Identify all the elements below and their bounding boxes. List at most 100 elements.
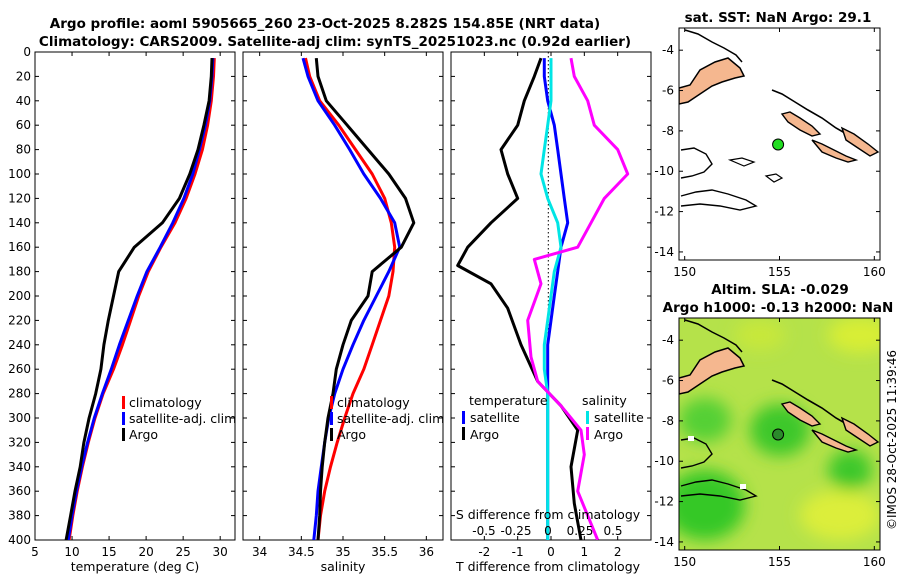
legend-label-s-argo: Argo — [594, 427, 623, 442]
coastline-southwest — [680, 147, 713, 179]
legend-label-climatology: climatology — [337, 395, 410, 410]
x-tick-label: 0 — [547, 545, 555, 559]
y-tick-label: 0 — [23, 45, 31, 59]
sst-map-coastlines — [679, 29, 880, 211]
salinity-xlabel: salinity — [321, 559, 366, 574]
y-tick-label: 380 — [8, 509, 31, 523]
land-new-guinea — [679, 347, 746, 395]
map-x-tick-label: 150 — [673, 265, 696, 279]
y-tick-label: 400 — [8, 533, 31, 547]
y-tick-label: 140 — [8, 216, 31, 230]
y-tick-label: 200 — [8, 289, 31, 303]
legend-swatch-t-satellite — [462, 411, 465, 424]
map-x-tick-label: 160 — [863, 265, 886, 279]
legend-swatch-s-satellite — [586, 411, 589, 424]
map-y-tick-label: -4 — [662, 333, 674, 347]
y-tick-label: 160 — [8, 240, 31, 254]
title-line-2: Climatology: CARS2009. Satellite-adj cli… — [39, 34, 631, 50]
legend-swatch-argo — [122, 428, 125, 441]
x-tick-label: 34 — [252, 545, 267, 559]
map-x-tick-label: 150 — [673, 555, 696, 569]
x-tick-label: 15 — [101, 545, 116, 559]
y-tick-label: 60 — [16, 118, 31, 132]
temperature-legend: climatology satellite-adj. clim Argo — [122, 395, 236, 442]
temperature-panel: 5 10 15 20 25 3002040608010012014016018020022… — [8, 45, 236, 574]
title-line-1: Argo profile: aoml 5905665_260 23-Oct-20… — [50, 16, 600, 32]
x-tick-label: 5 — [31, 545, 39, 559]
legend-swatch-satellite — [330, 412, 333, 425]
s-tick-label: 0.5 — [603, 524, 622, 538]
series-line-climatology — [304, 57, 397, 540]
map-x-tick-label: 155 — [768, 555, 791, 569]
y-tick-label: 20 — [16, 69, 31, 83]
y-tick-label: 100 — [8, 167, 31, 181]
legend-swatch-climatology — [330, 396, 333, 409]
coastline-north — [684, 319, 743, 353]
y-tick-label: 80 — [16, 143, 31, 157]
map-y-tick-label: -8 — [662, 414, 674, 428]
s-tick-label: 0 — [544, 524, 552, 538]
y-tick-label: 340 — [8, 460, 31, 474]
map-y-tick-label: -12 — [654, 495, 674, 509]
sla-low-east — [828, 450, 872, 490]
difference-xlabel: T difference from climatology — [455, 559, 641, 574]
x-tick-label: 30 — [213, 545, 228, 559]
map-y-tick-label: -14 — [654, 535, 674, 549]
salinity-panel: 34 34.5 35 35.5 36 salinity climatology sate… — [242, 51, 444, 574]
land-solomons-a — [780, 401, 822, 427]
temperature-xlabel: temperature (deg C) — [71, 559, 200, 574]
series-line-argo — [314, 57, 416, 540]
legend-swatch-climatology — [122, 396, 125, 409]
y-tick-label: 260 — [8, 362, 31, 376]
legend-label-argo: Argo — [337, 427, 366, 442]
sla-high-se — [800, 490, 880, 540]
legend-title-temperature: temperature — [469, 393, 548, 408]
land-new-guinea — [679, 57, 746, 105]
legend-swatch-satellite — [122, 412, 125, 425]
series-line-temperature-argo — [456, 57, 583, 540]
land-solomons-c — [840, 126, 880, 157]
s-tick-label: -0.25 — [500, 524, 531, 538]
map-y-tick-label: -14 — [654, 245, 674, 259]
y-tick-label: 300 — [8, 411, 31, 425]
legend-label-t-argo: Argo — [470, 427, 499, 442]
salinity-axes — [242, 51, 444, 541]
difference-ticks: -2 -1 0 1 2 — [451, 51, 651, 559]
sla-high-n — [735, 320, 785, 350]
island-1 — [727, 157, 756, 167]
map-y-tick-label: -10 — [654, 454, 674, 468]
sla-map: Altim. SLA: -0.029 Argo h1000: -0.13 h20… — [654, 282, 893, 569]
map-x-tick-label: 155 — [768, 265, 791, 279]
x-tick-label: 35.5 — [371, 545, 398, 559]
sla-low-sw — [679, 470, 745, 540]
sla-map-ticks: 150 155 160 -4 -6 -8 -10 -12 -14 — [654, 318, 886, 569]
map-y-tick-label: -6 — [662, 374, 674, 388]
y-tick-label: 40 — [16, 94, 31, 108]
difference-panel: -2 -1 0 1 2 T difference from climatology S … — [450, 51, 652, 574]
coastline-south — [680, 189, 758, 211]
difference-legend: temperature satellite Argo salinity sate… — [462, 393, 644, 442]
s-difference-label: S difference from climatology — [456, 507, 641, 522]
sla-low-west — [679, 398, 731, 442]
y-tick-label: 220 — [8, 313, 31, 327]
argo-float-marker — [772, 138, 785, 151]
legend-label-t-satellite: satellite — [470, 410, 520, 425]
s-tick-label: 0.25 — [567, 524, 594, 538]
sla-map-subtitle: Argo h1000: -0.13 h2000: NaN — [663, 300, 894, 316]
map-y-tick-label: -10 — [654, 164, 674, 178]
series-line-argo — [64, 58, 214, 540]
legend-label-s-satellite: satellite — [594, 410, 644, 425]
map-y-tick-label: -4 — [662, 43, 674, 57]
coastline-south — [680, 479, 758, 501]
y-tick-label: 180 — [8, 265, 31, 279]
legend-label-satellite: satellite-adj. clim — [337, 411, 444, 426]
sla-high-ne — [828, 318, 880, 353]
coastline-north — [684, 29, 743, 63]
y-tick-label: 360 — [8, 484, 31, 498]
salinity-ticks: 34 34.5 35 35.5 36 — [243, 51, 443, 559]
map-y-tick-label: -6 — [662, 84, 674, 98]
land-solomons-a — [780, 111, 822, 137]
imos-timestamp: ©IMOS 28-Oct-2025 11:39:46 — [885, 350, 899, 530]
sst-map-ticks: 150 155 160 -4 -6 -8 -10 -12 -14 — [654, 28, 886, 279]
